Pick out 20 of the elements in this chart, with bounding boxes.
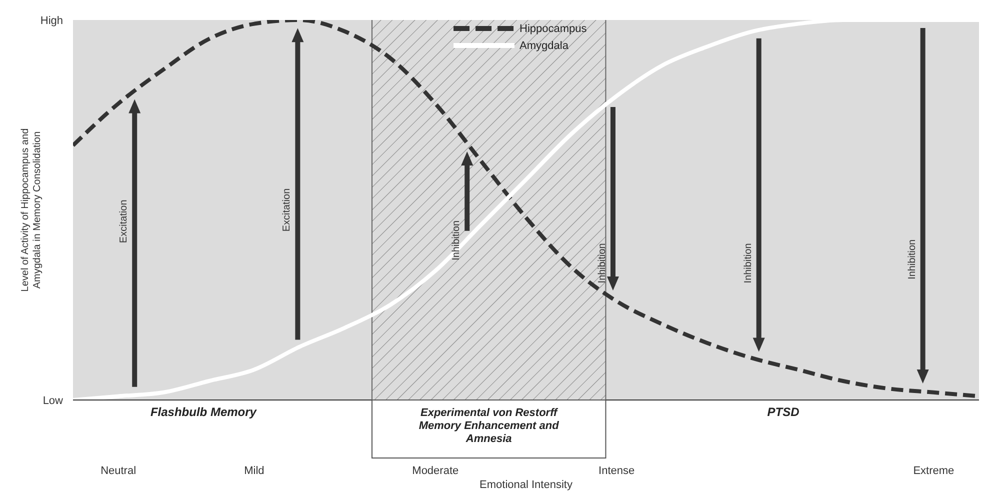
- annotation: Inhibition: [451, 220, 462, 260]
- x-tick-label: Moderate: [412, 465, 459, 477]
- annotation: Inhibition: [906, 239, 918, 280]
- annotation: Inhibition: [742, 243, 754, 284]
- y-axis-title: Level of Activity of Hippocampus and Amygdala in Memory Consolidation: [20, 128, 43, 292]
- x-tick-label: Neutral: [100, 465, 136, 477]
- annotation: Inhibition: [596, 243, 608, 284]
- text: Low: [42, 395, 64, 407]
- annotation: Excitation: [118, 200, 130, 244]
- text: High: [40, 15, 63, 27]
- text: PTSD: [767, 405, 800, 419]
- annotation: Excitation: [282, 188, 293, 232]
- x-tick-label: Mild: [244, 465, 264, 477]
- x-tick-label: Intense: [598, 465, 635, 477]
- x-axis-title: Emotional Intensity: [480, 479, 573, 491]
- legend-label: Amygdala: [520, 40, 570, 52]
- x-tick-label: Extreme: [913, 465, 954, 477]
- text: Flashbulb Memory: [150, 405, 258, 419]
- text: Experimental von Restorff Memory Enhancement and Amnesia: [418, 407, 560, 445]
- legend-label: Hippocampus: [520, 23, 588, 35]
